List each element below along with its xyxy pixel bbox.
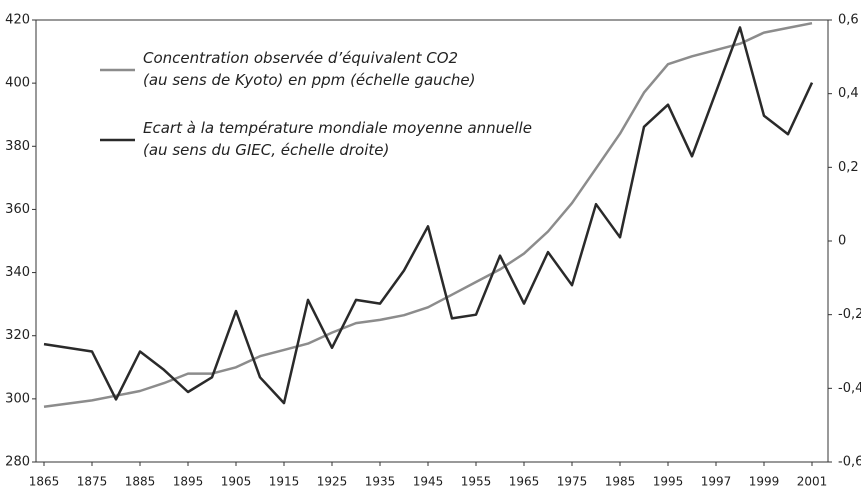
x-tick-label: 1999 — [749, 475, 780, 489]
y-tick-label: 360 — [5, 202, 30, 217]
x-tick-label: 1965 — [509, 475, 540, 489]
x-tick-label: 1925 — [317, 475, 348, 489]
x-tick-label: 1997 — [701, 475, 732, 489]
y2-tick-label: -0,2 — [838, 307, 861, 322]
y-tick-label: 420 — [5, 13, 30, 28]
x-tick-label: 1995 — [653, 475, 684, 489]
series-line — [43, 26, 814, 405]
x-tick-label: 2001 — [797, 475, 828, 489]
x-tick-label: 1875 — [77, 475, 108, 489]
x-tick-label: 1865 — [29, 475, 60, 489]
y-tick-label: 320 — [5, 328, 30, 343]
legend-label: Ecart à la température mondiale moyenne … — [143, 119, 532, 159]
y2-tick-label: 0 — [838, 234, 846, 249]
x-tick-label: 1885 — [125, 475, 156, 489]
y-tick-label: 280 — [5, 455, 30, 470]
x-tick-label: 1895 — [173, 475, 204, 489]
x-tick-label: 1905 — [221, 475, 252, 489]
x-tick-label: 1955 — [461, 475, 492, 489]
x-tick-label: 1975 — [557, 475, 588, 489]
y-tick-label: 300 — [5, 391, 30, 406]
x-tick-label: 1945 — [413, 475, 444, 489]
y-tick-label: 340 — [5, 265, 30, 280]
y2-tick-label: -0,4 — [838, 381, 861, 396]
y-tick-label: 400 — [5, 76, 30, 91]
x-tick-label: 1935 — [365, 475, 396, 489]
y2-tick-label: 0,6 — [838, 13, 859, 28]
y2-tick-label: 0,4 — [838, 86, 859, 101]
series-line — [43, 21, 813, 409]
x-tick-label: 1985 — [605, 475, 636, 489]
y2-tick-label: -0,6 — [838, 455, 861, 470]
legend-label: Concentration observée d’équivalent CO2(… — [143, 49, 476, 89]
x-tick-label: 1915 — [269, 475, 300, 489]
y-tick-label: 380 — [5, 139, 30, 154]
y2-tick-label: 0,2 — [838, 160, 859, 175]
